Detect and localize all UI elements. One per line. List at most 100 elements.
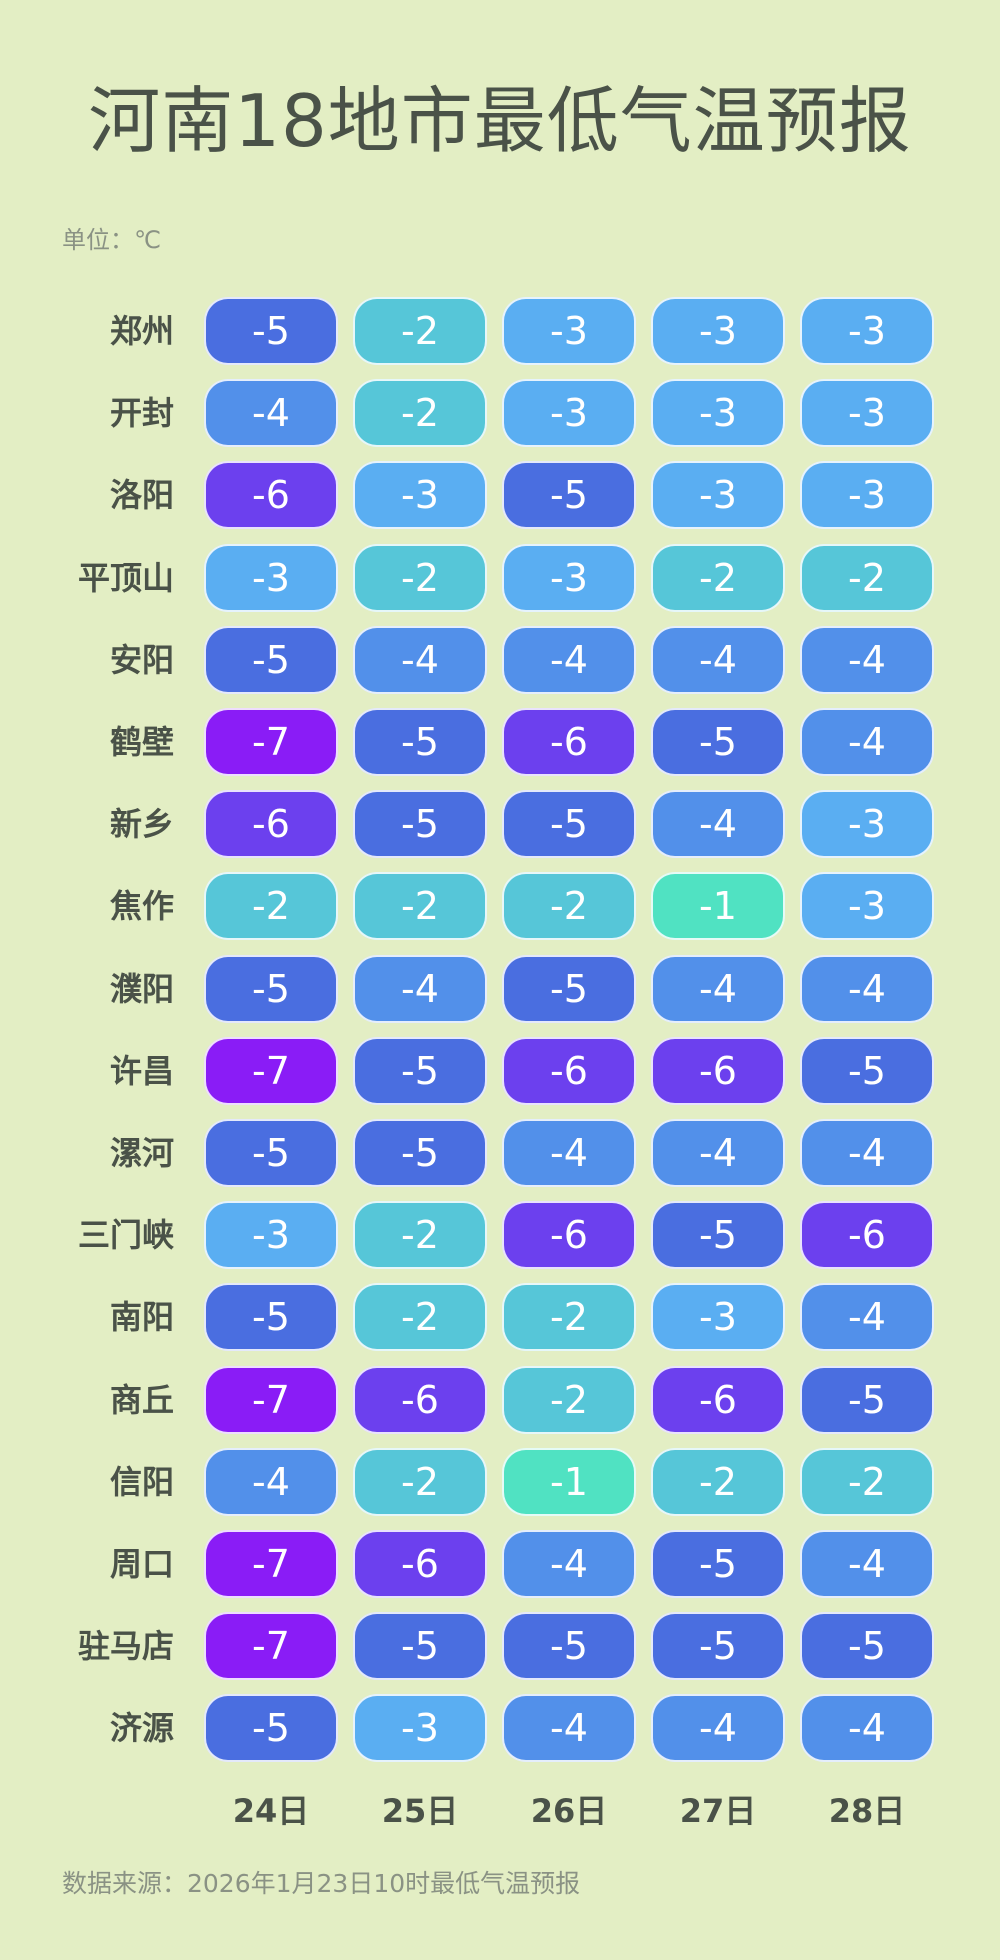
temperature-cell: -4 bbox=[651, 790, 785, 859]
date-label: 25日 bbox=[381, 1792, 459, 1830]
city-label: 漯河 bbox=[109, 1134, 174, 1172]
temperature-cell: -4 bbox=[800, 1119, 934, 1187]
temperature-cell: -5 bbox=[651, 1612, 785, 1681]
temperature-cell: -2 bbox=[353, 297, 487, 365]
temperature-cell: -2 bbox=[204, 872, 338, 941]
temperature-cell: -6 bbox=[651, 1036, 785, 1105]
city-label: 南阳 bbox=[109, 1298, 174, 1337]
temperature-cell: -4 bbox=[204, 379, 338, 448]
temperature-cell: -6 bbox=[204, 461, 338, 530]
temperature-cell: -3 bbox=[651, 1283, 785, 1352]
temperature-cell: -5 bbox=[204, 297, 338, 365]
city-label: 济源 bbox=[109, 1709, 174, 1748]
temperature-cell: -3 bbox=[800, 790, 934, 859]
temperature-cell: -7 bbox=[204, 708, 338, 776]
temperature-cell: -5 bbox=[502, 954, 636, 1023]
temperature-cell: -7 bbox=[204, 1530, 338, 1598]
temperature-cell: -2 bbox=[800, 543, 934, 612]
temperature-cell: -4 bbox=[353, 625, 487, 694]
temperature-cell: -6 bbox=[502, 1201, 636, 1270]
date-label: 27日 bbox=[679, 1792, 757, 1830]
temperature-cell: -5 bbox=[502, 461, 636, 530]
temperature-cell: -1 bbox=[502, 1447, 636, 1516]
city-label: 焦作 bbox=[109, 887, 174, 926]
city-label: 信阳 bbox=[109, 1462, 174, 1501]
temperature-cell: -5 bbox=[800, 1036, 934, 1105]
page-title: 河南18地市最低气温预报 bbox=[88, 79, 912, 163]
temperature-cell: -6 bbox=[353, 1365, 487, 1434]
temperature-cell: -2 bbox=[353, 379, 487, 448]
temperature-cell: -2 bbox=[502, 1365, 636, 1434]
temperature-cell: -6 bbox=[502, 1036, 636, 1105]
temperature-cell: -4 bbox=[353, 954, 487, 1023]
temperature-cell: -4 bbox=[800, 625, 934, 694]
temperature-cell: -5 bbox=[204, 954, 338, 1023]
temperature-cell: -2 bbox=[353, 543, 487, 612]
temperature-cell: -5 bbox=[800, 1365, 934, 1434]
temperature-cell: -2 bbox=[502, 872, 636, 941]
city-label: 濮阳 bbox=[109, 969, 174, 1008]
temperature-cell: -4 bbox=[651, 954, 785, 1023]
temperature-cell: -6 bbox=[651, 1365, 785, 1434]
temperature-cell: -3 bbox=[502, 379, 636, 448]
city-label: 平顶山 bbox=[77, 558, 174, 597]
temperature-cell: -3 bbox=[800, 379, 934, 448]
source-label: 数据来源：2026年1月23日10时最低气温预报 bbox=[62, 1869, 581, 1898]
temperature-cell: -3 bbox=[204, 543, 338, 612]
temperature-cell: -2 bbox=[353, 872, 487, 941]
temperature-cell: -1 bbox=[651, 872, 785, 941]
temperature-cell: -5 bbox=[353, 708, 487, 776]
city-label: 周口 bbox=[109, 1545, 174, 1583]
temperature-cell: -4 bbox=[651, 1694, 785, 1763]
temperature-cell: -7 bbox=[204, 1365, 338, 1434]
temperature-cell: -2 bbox=[353, 1283, 487, 1352]
temperature-cell: -2 bbox=[353, 1447, 487, 1516]
temperature-cell: -4 bbox=[502, 625, 636, 694]
temperature-cell: -4 bbox=[204, 1447, 338, 1516]
temperature-cell: -5 bbox=[353, 1036, 487, 1105]
temperature-cell: -5 bbox=[651, 1530, 785, 1598]
temperature-cell: -3 bbox=[800, 461, 934, 530]
date-label: 28日 bbox=[828, 1792, 906, 1830]
temperature-cell: -5 bbox=[204, 625, 338, 694]
temperature-cell: -2 bbox=[651, 543, 785, 612]
temperature-cell: -5 bbox=[800, 1612, 934, 1681]
city-label: 三门峡 bbox=[77, 1216, 174, 1255]
temperature-cell: -5 bbox=[204, 1119, 338, 1187]
temperature-cell: -6 bbox=[204, 790, 338, 859]
city-label: 新乡 bbox=[109, 805, 174, 844]
temperature-cell: -4 bbox=[800, 1530, 934, 1598]
temperature-cell: -3 bbox=[800, 297, 934, 365]
temperature-cell: -3 bbox=[353, 461, 487, 530]
temperature-cell: -6 bbox=[800, 1201, 934, 1270]
temperature-cell: -3 bbox=[204, 1201, 338, 1270]
city-label: 开封 bbox=[109, 394, 174, 433]
city-label: 鹤壁 bbox=[109, 723, 174, 761]
city-label: 商丘 bbox=[109, 1380, 174, 1419]
temperature-cell: -5 bbox=[353, 790, 487, 859]
temperature-cell: -3 bbox=[651, 461, 785, 530]
temperature-cell: -4 bbox=[800, 1694, 934, 1763]
temperature-cell: -4 bbox=[800, 1283, 934, 1352]
temperature-cell: -3 bbox=[651, 297, 785, 365]
city-label: 驻马店 bbox=[77, 1627, 174, 1666]
date-label: 26日 bbox=[530, 1792, 608, 1830]
temperature-cell: -5 bbox=[651, 1201, 785, 1270]
temperature-cell: -6 bbox=[502, 708, 636, 776]
temperature-cell: -3 bbox=[502, 543, 636, 612]
date-label: 24日 bbox=[232, 1792, 310, 1830]
temperature-cell: -5 bbox=[651, 708, 785, 776]
temperature-cell: -4 bbox=[800, 954, 934, 1023]
city-label: 郑州 bbox=[109, 312, 174, 350]
temperature-cell: -2 bbox=[800, 1447, 934, 1516]
temperature-cell: -3 bbox=[651, 379, 785, 448]
temperature-cell: -4 bbox=[502, 1694, 636, 1763]
temperature-cell: -3 bbox=[502, 297, 636, 365]
temperature-cell: -4 bbox=[502, 1119, 636, 1187]
temperature-cell: -3 bbox=[800, 872, 934, 941]
temperature-cell: -7 bbox=[204, 1612, 338, 1681]
city-label: 许昌 bbox=[109, 1051, 174, 1090]
temperature-cell: -3 bbox=[353, 1694, 487, 1763]
temperature-cell: -2 bbox=[502, 1283, 636, 1352]
temperature-cell: -7 bbox=[204, 1036, 338, 1105]
